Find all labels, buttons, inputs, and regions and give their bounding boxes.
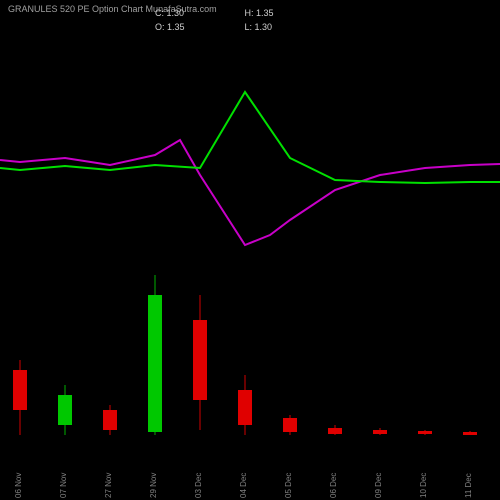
line-series-a bbox=[0, 140, 500, 245]
ohlc-stats: C: 1.30 O: 1.35 H: 1.35 L: 1.30 bbox=[155, 6, 274, 34]
candle-body bbox=[463, 432, 477, 435]
candle-body bbox=[58, 395, 72, 425]
stat-close: C: 1.30 bbox=[155, 6, 185, 20]
x-tick-label: 10 Dec bbox=[419, 473, 428, 498]
candle-body bbox=[148, 295, 162, 432]
candle-body bbox=[418, 431, 432, 434]
x-tick-label: 27 Nov bbox=[104, 473, 113, 498]
x-tick-label: 03 Dec bbox=[194, 473, 203, 498]
line-series-b bbox=[0, 92, 500, 183]
candle-body bbox=[328, 428, 342, 434]
stat-open: O: 1.35 bbox=[155, 20, 185, 34]
x-tick-label: 06 Nov bbox=[14, 473, 23, 498]
candle-body bbox=[193, 320, 207, 400]
stat-low: L: 1.30 bbox=[245, 20, 274, 34]
candle-body bbox=[103, 410, 117, 430]
candle-body bbox=[283, 418, 297, 432]
x-tick-label: 09 Dec bbox=[374, 473, 383, 498]
x-axis-labels: 06 Nov 07 Nov 27 Nov 29 Nov 03 Dec 04 Dec 05 D… bbox=[0, 438, 500, 498]
candle-body bbox=[13, 370, 27, 410]
stat-high: H: 1.35 bbox=[245, 6, 274, 20]
x-tick-label: 07 Nov bbox=[59, 473, 68, 498]
x-tick-label: 29 Nov bbox=[149, 473, 158, 498]
price-chart bbox=[0, 40, 500, 500]
x-tick-label: 11 Dec bbox=[464, 473, 473, 498]
x-tick-label: 04 Dec bbox=[239, 473, 248, 498]
x-tick-label: 06 Dec bbox=[329, 473, 338, 498]
x-tick-label: 05 Dec bbox=[284, 473, 293, 498]
candle-body bbox=[373, 430, 387, 434]
candle-body bbox=[238, 390, 252, 425]
